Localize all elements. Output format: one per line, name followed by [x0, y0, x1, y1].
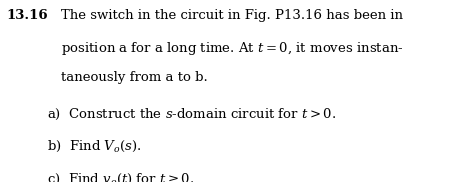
Text: position a for a long time. At $t = 0$, it moves instan-: position a for a long time. At $t = 0$, … — [61, 40, 403, 57]
Text: 13.16: 13.16 — [6, 9, 47, 22]
Text: b)  Find $V_o(s).$: b) Find $V_o(s).$ — [47, 139, 142, 155]
Text: c)  Find $v_o(t)$ for $t \geq 0.$: c) Find $v_o(t)$ for $t \geq 0.$ — [47, 172, 194, 182]
Text: taneously from a to b.: taneously from a to b. — [61, 71, 207, 84]
Text: The switch in the circuit in Fig. P13.16 has been in: The switch in the circuit in Fig. P13.16… — [61, 9, 402, 22]
Text: a)  Construct the $s$-domain circuit for $t > 0.$: a) Construct the $s$-domain circuit for … — [47, 106, 336, 122]
